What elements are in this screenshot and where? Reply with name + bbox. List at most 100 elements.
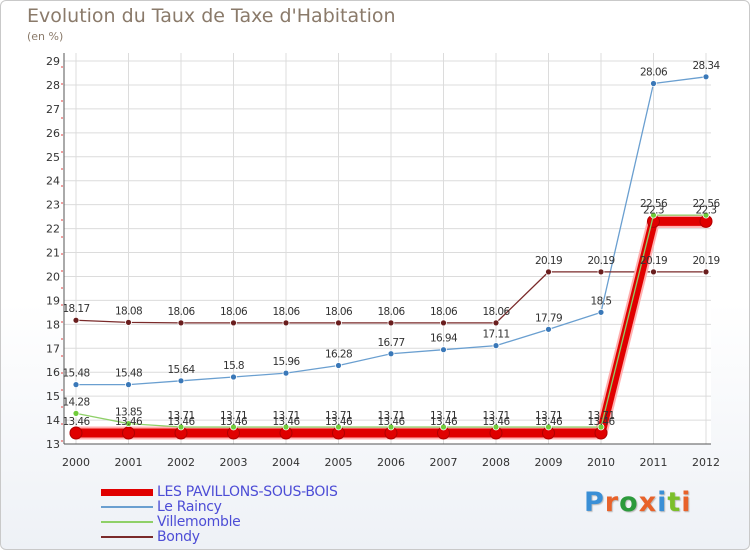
y-tick-label: 16	[46, 366, 60, 379]
data-point	[177, 319, 185, 327]
data-point	[177, 423, 185, 431]
data-label: 22.56	[692, 198, 720, 210]
legend-label: Bondy	[157, 529, 200, 545]
data-label: 13.71	[587, 410, 614, 422]
data-point	[125, 381, 132, 389]
data-label: 18.06	[272, 306, 300, 318]
data-label: 15.48	[115, 368, 142, 380]
chart-subtitle: (en %)	[27, 30, 64, 43]
data-point	[545, 268, 552, 276]
x-tick-label: 2002	[167, 456, 195, 469]
legend-label: Le Raincy	[157, 499, 222, 515]
data-label: 13.46	[325, 416, 353, 428]
data-label: 13.71	[430, 410, 457, 422]
data-label: 13.46	[272, 416, 300, 428]
data-point	[230, 373, 237, 381]
data-label: 22.56	[640, 198, 668, 210]
series-0	[69, 214, 713, 440]
data-point	[282, 319, 290, 327]
data-label: 15.64	[167, 364, 195, 376]
data-point	[440, 319, 447, 327]
data-label: 13.46	[62, 416, 90, 428]
data-label: 18.08	[115, 305, 142, 317]
y-tick-label: 27	[46, 103, 60, 116]
data-label: 13.46	[115, 416, 143, 428]
legend-label: LES PAVILLONS-SOUS-BOIS	[157, 484, 338, 500]
data-label: 13.71	[325, 410, 352, 422]
y-tick-label: 25	[46, 151, 60, 164]
data-point	[282, 423, 290, 431]
legend-swatch	[101, 536, 153, 538]
data-label: 13.71	[482, 410, 509, 422]
x-tick-label: 2001	[115, 456, 143, 469]
x-tick-label: 2009	[535, 456, 563, 469]
data-point	[72, 409, 80, 417]
logo-letter: x	[638, 487, 658, 518]
data-label: 14.28	[62, 396, 89, 408]
data-label: 20.19	[535, 255, 562, 267]
y-tick-label: 19	[46, 294, 60, 307]
legend-label: Villemomble	[157, 514, 241, 530]
logo-letter: t	[667, 487, 682, 518]
legend-swatch	[101, 489, 153, 496]
data-point	[702, 73, 710, 81]
data-point	[492, 319, 500, 327]
data-label: 17.79	[535, 312, 562, 324]
x-tick-label: 2007	[430, 456, 458, 469]
y-tick-label: 29	[46, 55, 60, 68]
data-label: 16.28	[325, 348, 352, 360]
data-point	[125, 318, 132, 326]
data-label: 13.71	[272, 410, 299, 422]
y-tick-label: 14	[46, 414, 60, 427]
data-label: 16.77	[377, 337, 404, 349]
data-point	[335, 362, 342, 369]
y-tick-label: 15	[46, 390, 60, 403]
data-point	[335, 423, 342, 431]
data-point	[125, 420, 132, 428]
x-tick-label: 2003	[220, 456, 248, 469]
chart-title: Evolution du Taux de Taxe d'Habitation	[27, 5, 396, 27]
logo-letter: P	[584, 487, 605, 518]
y-tick-label: 26	[46, 127, 60, 140]
x-tick-label: 2012	[692, 456, 720, 469]
proxiti-logo: Proxiti	[584, 487, 692, 518]
data-label: 13.71	[167, 410, 194, 422]
x-tick-label: 2011	[640, 456, 668, 469]
data-point	[387, 423, 395, 431]
data-point	[545, 325, 552, 333]
data-label: 20.19	[640, 255, 667, 267]
data-label: 13.71	[220, 410, 247, 422]
data-label: 13.46	[482, 416, 510, 428]
data-label: 13.71	[377, 410, 404, 422]
data-label: 20.19	[587, 255, 614, 267]
plot-area	[64, 53, 711, 444]
data-point	[440, 423, 447, 431]
data-point	[230, 423, 237, 431]
y-tick-label: 18	[46, 318, 60, 331]
data-point	[492, 423, 500, 431]
data-label: 18.17	[62, 303, 89, 315]
logo-letter: i	[657, 487, 668, 518]
data-label: 18.06	[430, 306, 458, 318]
data-point	[177, 377, 185, 385]
data-label: 22.3	[696, 204, 717, 216]
data-label: 13.46	[587, 416, 615, 428]
data-point	[492, 342, 500, 350]
data-point	[282, 369, 290, 377]
data-label: 13.46	[430, 416, 458, 428]
series-2	[72, 211, 710, 431]
data-point	[387, 319, 395, 327]
data-label: 28.06	[640, 67, 668, 79]
data-point	[72, 316, 80, 324]
data-point	[650, 211, 657, 219]
series-1	[72, 73, 710, 389]
data-label: 18.06	[220, 306, 248, 318]
data-label: 13.46	[220, 416, 248, 428]
data-label: 15.48	[62, 368, 89, 380]
data-point	[387, 350, 395, 358]
data-label: 13.46	[535, 416, 563, 428]
logo-letter: i	[681, 487, 692, 518]
data-label: 18.06	[482, 306, 510, 318]
data-label: 18.5	[591, 295, 612, 307]
